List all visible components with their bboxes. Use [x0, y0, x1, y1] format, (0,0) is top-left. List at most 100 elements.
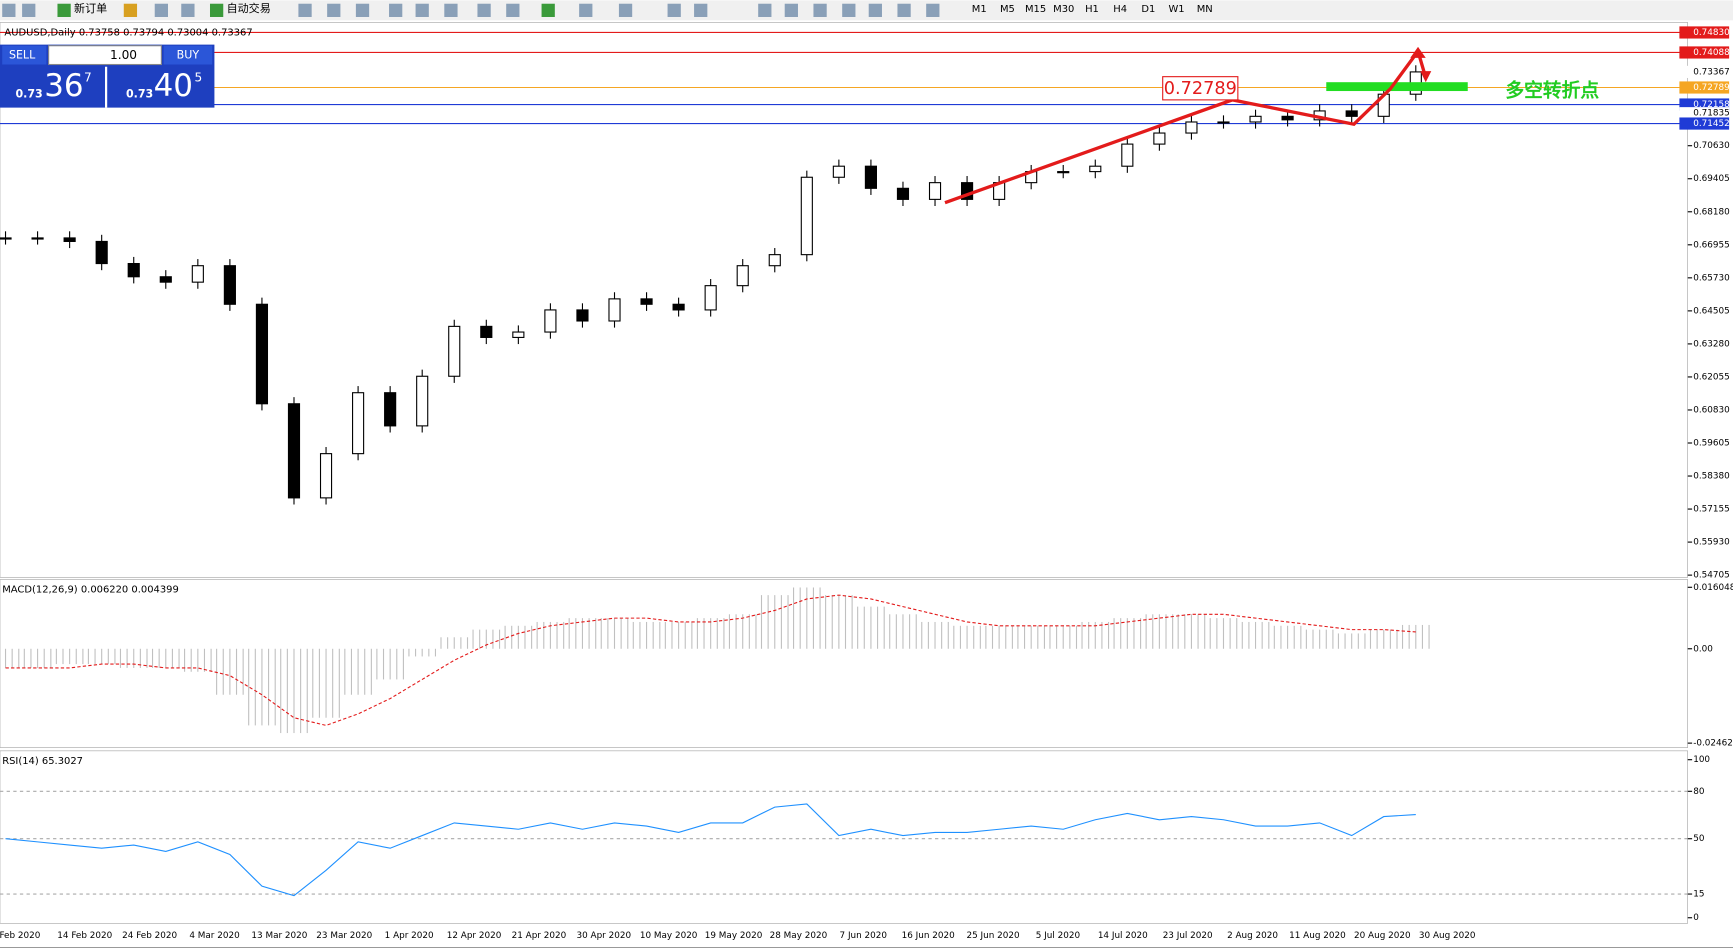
timeframe-button[interactable]: D1 — [1141, 4, 1155, 15]
icon[interactable] — [667, 3, 681, 17]
candle-body — [640, 298, 653, 305]
icon[interactable] — [327, 3, 341, 17]
x-tick-label: 11 Aug 2020 — [1289, 931, 1346, 941]
icon[interactable] — [57, 3, 71, 17]
y-tick-label: 0.58380 — [1693, 472, 1730, 482]
buy-pips[interactable]: 40 — [154, 68, 193, 104]
buy-big-figure[interactable]: 0.73 — [126, 87, 153, 100]
buy-text[interactable]: BUY — [177, 49, 200, 62]
timeframe-button[interactable]: M1 — [972, 4, 987, 15]
level-box — [1162, 76, 1239, 101]
icon[interactable] — [415, 3, 429, 17]
candle-body — [768, 254, 781, 267]
new-order-button[interactable]: 新订单 — [74, 1, 107, 15]
candle-body — [255, 303, 269, 405]
candle-body — [223, 265, 236, 305]
icon[interactable] — [541, 3, 555, 17]
icon[interactable] — [926, 3, 940, 17]
icon[interactable] — [298, 3, 312, 17]
icon[interactable] — [579, 3, 593, 17]
price-level-label: 0.72789 — [1693, 83, 1730, 93]
icon[interactable] — [694, 3, 708, 17]
candle-body — [1217, 121, 1230, 124]
y-tick-label: 80 — [1693, 787, 1705, 797]
icon[interactable] — [842, 3, 856, 17]
sell-pips[interactable]: 36 — [44, 68, 83, 104]
price-level-label: 0.71452 — [1693, 119, 1730, 129]
icon[interactable] — [2, 3, 16, 17]
y-tick-label: 0.63280 — [1693, 339, 1730, 349]
candle-body — [832, 165, 845, 178]
candle-body — [960, 182, 974, 200]
timeframe-button[interactable]: MN — [1197, 4, 1213, 15]
price-level-box — [1679, 26, 1730, 39]
timeframe-button[interactable]: W1 — [1168, 4, 1184, 15]
candle-body — [31, 237, 44, 240]
icon[interactable] — [22, 3, 36, 17]
timeframe-button[interactable]: M30 — [1053, 4, 1074, 15]
lot-input[interactable] — [48, 45, 162, 66]
toolbar-icons — [2, 3, 940, 17]
y-tick-label: 0.57155 — [1693, 505, 1730, 515]
icon[interactable] — [868, 3, 882, 17]
auto-trading-button[interactable]: 自动交易 — [227, 1, 271, 15]
y-tick-label: -0.024625 — [1693, 739, 1733, 749]
macd-label: MACD(12,26,9) 0.006220 0.004399 — [2, 584, 179, 595]
y-tick-label: 50 — [1693, 834, 1705, 844]
sell-text[interactable]: SELL — [9, 49, 36, 62]
x-tick-label: 2 Aug 2020 — [1227, 931, 1278, 941]
y-tick-label: 0.64505 — [1693, 306, 1730, 316]
icon[interactable] — [897, 3, 911, 17]
candle-body — [800, 176, 813, 256]
x-tick-label: 19 May 2020 — [705, 931, 763, 941]
icon[interactable] — [181, 3, 195, 17]
sell-big-figure[interactable]: 0.73 — [15, 87, 42, 100]
price-level-box — [1679, 117, 1730, 130]
timeframe-button[interactable]: H1 — [1085, 4, 1099, 15]
icon[interactable] — [506, 3, 520, 17]
icon[interactable] — [618, 3, 633, 17]
price-level-box — [1679, 81, 1730, 94]
x-tick-label: 23 Jul 2020 — [1163, 931, 1213, 941]
candle-body — [896, 187, 910, 200]
sell-button[interactable] — [2, 45, 47, 65]
icon[interactable] — [784, 3, 798, 17]
y-tick-label: 0.016048 — [1693, 583, 1733, 593]
icon[interactable] — [209, 3, 224, 17]
plot: 0.70630 0.69405 0.68180 0.66955 0.65730 0.645… — [0, 26, 1733, 941]
macd-pane — [0, 579, 1688, 748]
timeframe-button[interactable]: M15 — [1025, 4, 1046, 15]
icon[interactable] — [813, 3, 827, 17]
candle-body — [0, 237, 12, 240]
sell-point[interactable]: 7 — [84, 70, 92, 84]
candle-body — [1057, 171, 1070, 174]
icon[interactable] — [444, 3, 458, 17]
price-level-label: 0.73367 — [1693, 67, 1730, 77]
icon[interactable] — [123, 3, 138, 17]
x-tick-label: 12 Apr 2020 — [447, 931, 502, 941]
icon[interactable] — [355, 3, 370, 17]
icon[interactable] — [154, 3, 168, 17]
timeframe-button[interactable]: M5 — [1000, 4, 1015, 15]
buy-point[interactable]: 5 — [195, 70, 203, 84]
timeframe-button[interactable]: H4 — [1113, 4, 1127, 15]
arrow-head — [1410, 46, 1426, 58]
candle-body — [1153, 132, 1166, 145]
icon[interactable] — [477, 3, 491, 17]
lot-text[interactable]: 1.00 — [110, 48, 137, 62]
rsi-pane — [0, 750, 1688, 924]
price-level-label: 0.71835 — [1693, 109, 1730, 119]
icon[interactable] — [389, 3, 403, 17]
icon[interactable] — [758, 3, 772, 17]
candle-body — [63, 237, 76, 242]
x-tick-label: 20 Aug 2020 — [1354, 931, 1411, 941]
y-tick-label: 0.69405 — [1693, 174, 1730, 184]
x-tick-label: 30 Apr 2020 — [576, 931, 631, 941]
candle-body — [736, 265, 749, 287]
buy-button[interactable] — [163, 45, 213, 65]
candle-body — [1249, 115, 1262, 123]
rsi-line — [5, 803, 1416, 897]
candle-body — [864, 165, 877, 189]
